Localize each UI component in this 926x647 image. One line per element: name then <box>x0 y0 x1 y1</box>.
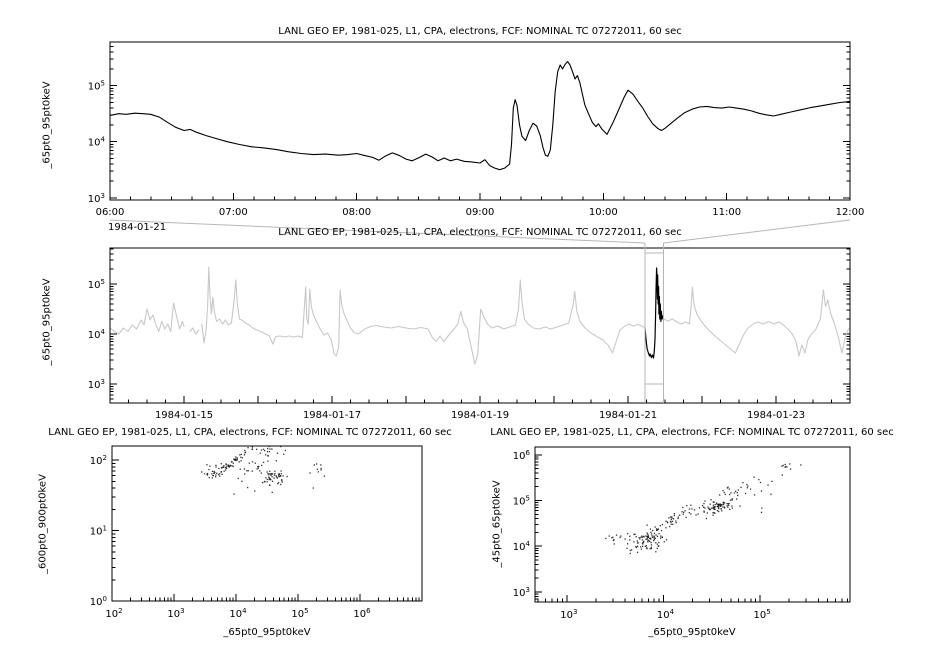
x-tick-label: 105 <box>291 607 308 620</box>
y-tick-label: 104 <box>88 136 106 149</box>
scatter-600-900-vs-65-95-rising-arc <box>211 446 253 479</box>
scatter-600-900-vs-65-95-dense-blob <box>260 470 288 486</box>
scatter-600-900-vs-65-95-top-edge-sparse <box>247 446 286 454</box>
scatter-right-title: LANL GEO EP, 1981-025, L1, CPA, electron… <box>490 427 894 438</box>
scatter-600-900-vs-65-95-low-strays <box>233 486 273 495</box>
x-tick-label: 1984-01-21 <box>599 410 657 421</box>
x-tick-label: 12:00 <box>836 207 865 218</box>
context-flux-gray <box>201 266 646 365</box>
time-range-selector[interactable] <box>644 243 665 403</box>
context-timeseries-panel: 103 104 105 1984-01-15 1984-01-17 1984-01-19 1… <box>88 219 851 421</box>
zoom-connector-line <box>109 219 646 244</box>
x-tick-label: 104 <box>229 607 247 620</box>
x-tick-label: 09:00 <box>466 207 495 218</box>
detail-x-axis-date-label: 1984-01-21 <box>108 222 167 233</box>
scatter-left-title: LANL GEO EP, 1981-025, L1, CPA, electron… <box>48 427 452 438</box>
scatter-600-900-vs-65-95-data <box>201 446 325 495</box>
context-flux-gray <box>110 302 185 335</box>
electron-flux-65-95keV <box>110 61 850 171</box>
detail-timeseries-frame <box>109 41 851 201</box>
detail-timeseries-panel: 103 104 105 06:00 07:00 08:00 09:00 10:00 11:00 1… <box>88 41 865 218</box>
context-flux-gray <box>189 327 200 335</box>
x-tick-label: 07:00 <box>219 207 248 218</box>
detail-timeseries-axes <box>109 41 851 200</box>
x-tick-label: 1984-01-15 <box>155 410 213 421</box>
context-panel-title: LANL GEO EP, 1981-025, L1, CPA, electron… <box>278 227 682 238</box>
y-tick-label: 102 <box>90 454 107 467</box>
scatter-left-x-axis-label: _65pt0_95pt0keV <box>223 627 311 638</box>
scatter-600-900-vs-65-95-right-sparse <box>309 463 325 489</box>
zoom-connector-line <box>663 219 851 244</box>
x-tick-label: 106 <box>353 607 371 620</box>
y-tick-label: 104 <box>513 540 531 553</box>
x-tick-label: 08:00 <box>342 207 371 218</box>
y-tick-label: 105 <box>513 494 530 507</box>
x-tick-label: 06:00 <box>96 207 125 218</box>
x-tick-label: 105 <box>754 608 771 621</box>
context-timeseries-frame <box>109 247 851 404</box>
scatter-600-900-vs-65-95-frame <box>111 445 423 602</box>
scatter-45-65-vs-65-95-dark-streak <box>703 498 738 513</box>
detail-panel-title: LANL GEO EP, 1981-025, L1, CPA, electron… <box>278 26 682 37</box>
scatter-left-y-axis-label: _600pt0_900pt0keV <box>37 474 49 574</box>
y-tick-label: 103 <box>513 586 530 599</box>
scatter-45-65-vs-65-95-left-tail <box>605 533 652 545</box>
detail-timeseries-data <box>110 61 850 171</box>
scatter-45-65-vs-65-95-frame <box>534 446 851 603</box>
y-tick-label: 103 <box>88 192 105 205</box>
y-tick-label: 101 <box>90 525 107 538</box>
y-tick-label: 105 <box>88 80 105 93</box>
context-timeseries-axes <box>109 248 851 403</box>
scatter-600-900-vs-65-95-panel: 100 101 102 102 103 104 105 106 <box>90 445 423 620</box>
scatter-45-65-vs-65-95-dense-blob <box>626 524 668 555</box>
scatter-45-65-vs-65-95-axes <box>535 454 848 602</box>
scatter-45-65-vs-65-95-panel: 103 104 105 106 103 104 105 <box>513 446 851 621</box>
context-y-axis-label: _65pt0_95pt0keV <box>41 278 53 366</box>
x-tick-label: 11:00 <box>712 207 741 218</box>
x-tick-label: 1984-01-23 <box>747 410 805 421</box>
x-tick-label: 102 <box>105 607 122 620</box>
y-tick-label: 103 <box>88 378 105 391</box>
scatter-right-x-axis-label: _65pt0_95pt0keV <box>648 627 736 638</box>
y-tick-label: 100 <box>90 595 107 608</box>
context-timeseries-data <box>110 266 850 365</box>
scatter-right-y-axis-label: _45pt0_65pt0keV <box>491 480 503 568</box>
x-tick-label: 10:00 <box>589 207 618 218</box>
scatter-45-65-vs-65-95-top-right-group <box>781 463 802 470</box>
scatter-600-900-vs-65-95-mid-scatter <box>232 451 285 482</box>
scatter-45-65-vs-65-95-upper-band <box>716 474 783 504</box>
x-tick-label: 104 <box>657 608 675 621</box>
context-flux-gray <box>662 286 850 357</box>
y-tick-label: 104 <box>88 328 106 341</box>
detail-y-axis-label: _65pt0_95pt0keV <box>41 81 53 169</box>
x-tick-label: 103 <box>560 608 577 621</box>
scatter-45-65-vs-65-95-strays <box>713 490 772 513</box>
x-tick-label: 1984-01-17 <box>303 410 361 421</box>
scatter-600-900-vs-65-95-left-loose-group <box>201 463 227 479</box>
scatter-45-65-vs-65-95-rising-band <box>645 506 696 537</box>
x-tick-label: 1984-01-19 <box>451 410 509 421</box>
context-flux-highlighted <box>644 267 665 359</box>
x-tick-label: 103 <box>167 607 184 620</box>
y-tick-label: 106 <box>513 449 531 462</box>
scatter-45-65-vs-65-95-data <box>605 463 802 555</box>
y-tick-label: 105 <box>88 278 105 291</box>
